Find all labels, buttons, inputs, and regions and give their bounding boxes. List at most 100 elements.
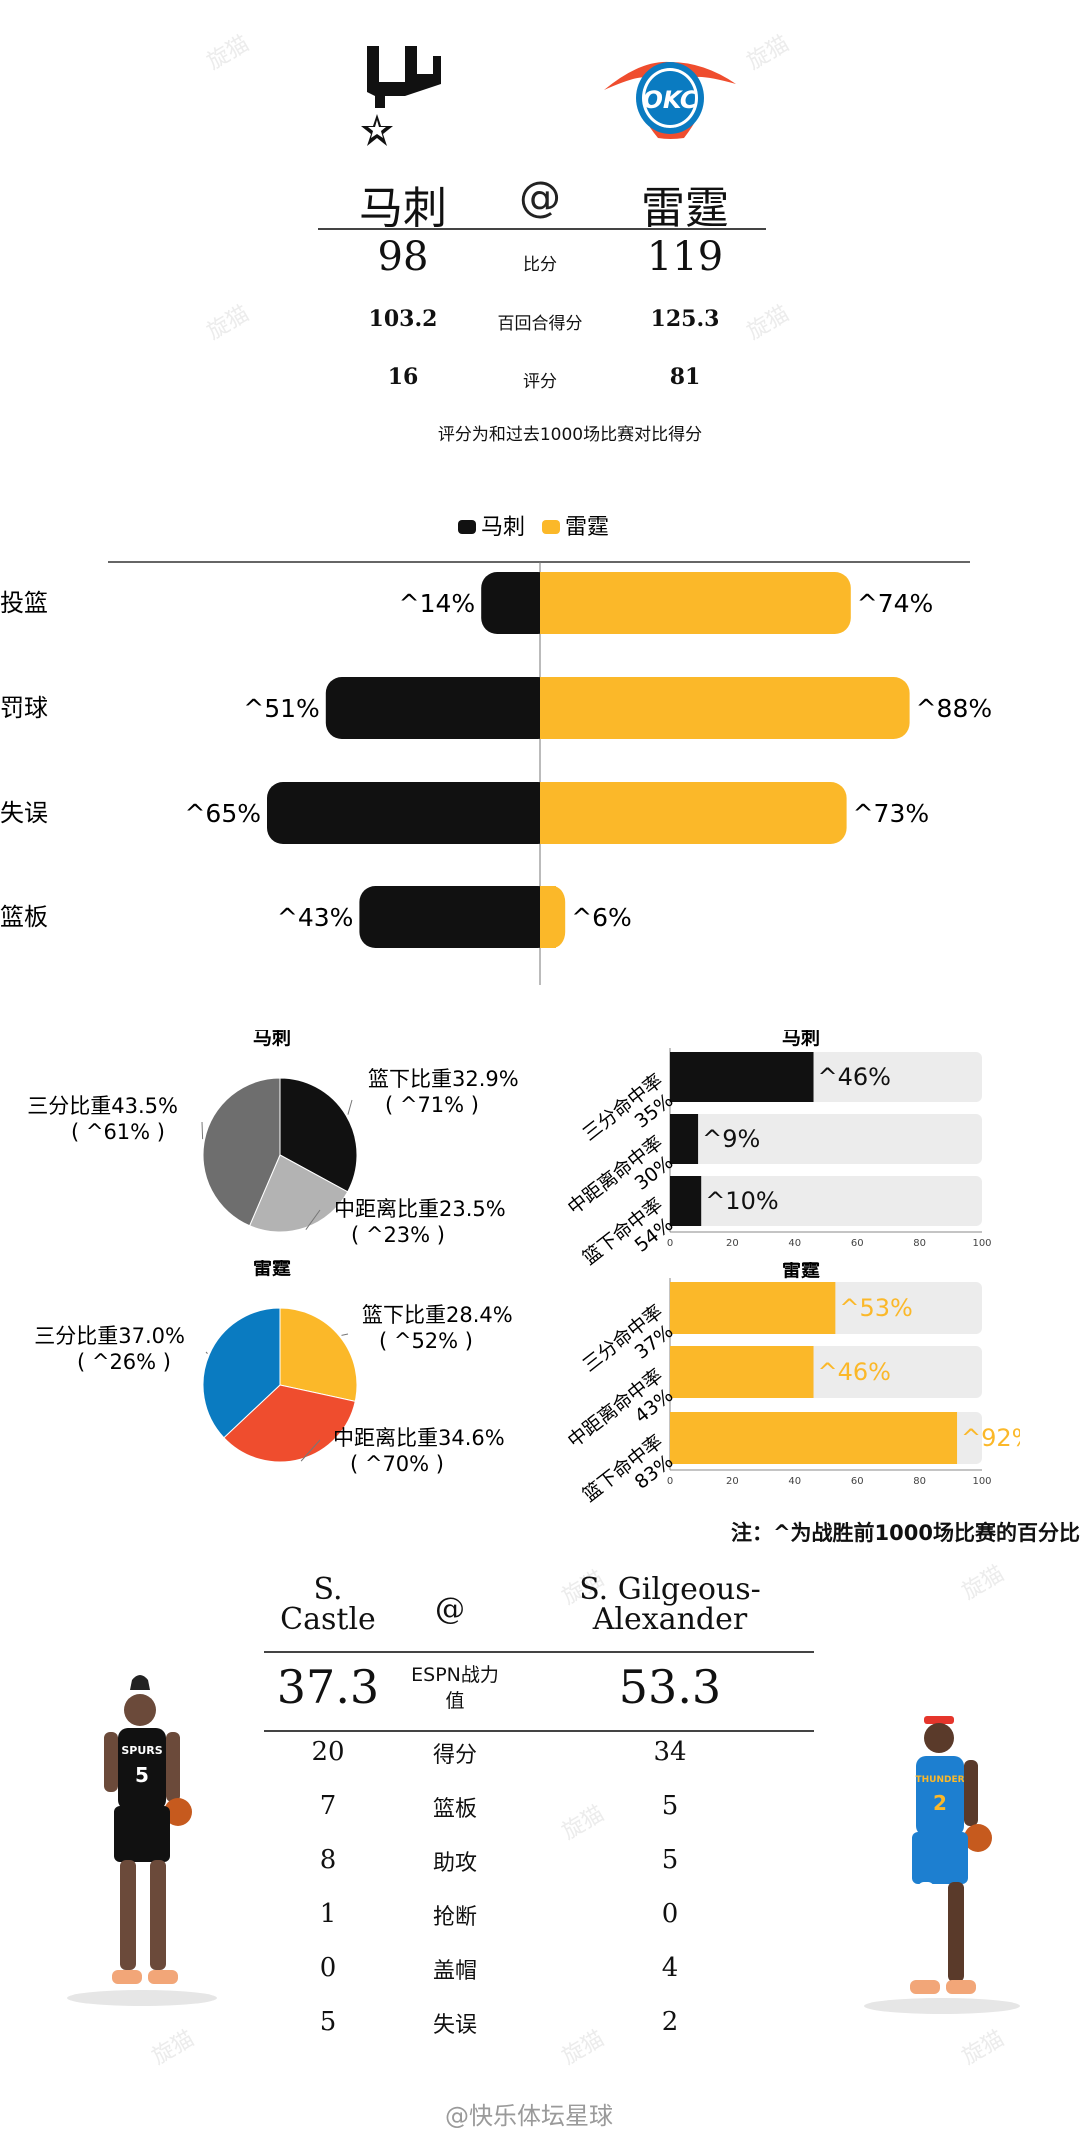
player-a-name: S. Castle (268, 1575, 388, 1635)
fg-bar-label: ^46% (818, 1063, 891, 1091)
team-b-name: 雷霆 (641, 183, 729, 234)
fg-bar-track (670, 1176, 982, 1226)
fg-bar (670, 1176, 702, 1226)
pie-slice (202, 1307, 281, 1439)
slice-sublabel: ( ^71% ) (385, 1093, 479, 1117)
fg-chart-title: 马刺 (782, 1030, 820, 1049)
player-at-symbol: @ (435, 1592, 465, 1627)
bar-thunder (540, 677, 910, 739)
legend-swatch-thunder (542, 520, 560, 534)
player-stat-a: 5 (319, 2007, 337, 2037)
pie-slice (223, 1384, 356, 1463)
player-b-power: 53.3 (618, 1660, 722, 1714)
slice-label: 三分比重43.5% (27, 1094, 178, 1118)
watermark-text: 旋猫 (202, 301, 254, 345)
bar-spurs (481, 572, 554, 634)
score-a: 98 (377, 234, 429, 280)
watermark-text: 旋猫 (957, 1561, 1009, 1605)
slice-label: 中距离比重34.6% (333, 1426, 505, 1450)
pie-slice (248, 1154, 349, 1233)
fg-x-tick: 60 (851, 1476, 864, 1487)
player-stat-label: 篮板 (432, 1797, 477, 1822)
pie-slice (202, 1077, 281, 1227)
bar-spurs (359, 886, 554, 948)
fg-x-tick: 100 (972, 1238, 991, 1249)
leader-line (347, 1099, 353, 1115)
rating-b: 81 (669, 364, 701, 390)
header-divider (318, 228, 766, 230)
value-label-thunder: ^6% (571, 903, 632, 932)
fg-x-tick: 20 (726, 1476, 739, 1487)
player-b-jersey-text: THUNDER (915, 1775, 964, 1785)
category-label: 失误 (0, 799, 48, 827)
player-b-name-line2: Alexander (592, 1602, 748, 1637)
player-a-name-line1: S. (313, 1572, 343, 1607)
fg-bar (670, 1346, 814, 1398)
fg-x-tick: 80 (913, 1238, 926, 1249)
category-label: 罚球 (0, 694, 48, 722)
thunder-fg-bar-chart: 雷霆0 20 40 60 80 100^53%三分命中率37%^46%中距离命中率43%^… (564, 1262, 1020, 1507)
player-stat-label: 助攻 (432, 1851, 477, 1876)
score-label: 比分 (523, 255, 557, 275)
legend-swatch-spurs (458, 520, 476, 534)
player-stat-label: 失误 (432, 2013, 477, 2038)
slice-label: 篮下比重32.9% (368, 1067, 519, 1091)
player-stat-b: 0 (661, 1899, 679, 1929)
pie-slice (279, 1307, 358, 1402)
player-bottom-divider (264, 1730, 814, 1732)
header-note: 评分为和过去1000场比赛对比得分 (437, 425, 703, 445)
pie-title: 马刺 (253, 1030, 291, 1049)
credit-text: @快乐体坛星球 (445, 2102, 613, 2130)
fg-x-tick: 40 (788, 1238, 801, 1249)
score-b: 119 (646, 234, 724, 280)
player-a-jersey-number: 5 (135, 1763, 149, 1787)
player-stat-b: 34 (653, 1737, 687, 1767)
fg-x-tick: 60 (851, 1238, 864, 1249)
ortg-b: 125.3 (650, 306, 720, 332)
fg-x-tick: 80 (913, 1476, 926, 1487)
bar-thunder (540, 572, 851, 634)
pie-title: 雷霆 (253, 1260, 291, 1279)
player-stat-b: 5 (661, 1791, 679, 1821)
legend-label-thunder: 雷霆 (565, 515, 609, 540)
bar-spurs (267, 782, 554, 844)
value-label-spurs: ^65% (184, 799, 261, 828)
slice-label: 三分比重37.0% (34, 1324, 185, 1348)
value-label-spurs: ^43% (277, 903, 354, 932)
player-stat-b: 5 (661, 1845, 679, 1875)
bar-thunder-join (540, 886, 556, 948)
value-label-spurs: ^14% (399, 589, 476, 618)
player-stat-a: 7 (319, 1791, 337, 1821)
leader-line (201, 1121, 204, 1140)
pie-slice (279, 1077, 358, 1193)
value-label-spurs: ^51% (243, 694, 320, 723)
bar-thunder (540, 782, 847, 844)
watermark-text: 旋猫 (742, 31, 794, 75)
watermark-text: 旋猫 (202, 31, 254, 75)
team-a-name: 马刺 (359, 183, 447, 234)
power-label: ESPN战力 值 (395, 1662, 515, 1714)
player-b-jersey-number: 2 (933, 1791, 947, 1815)
slice-sublabel: ( ^61% ) (71, 1120, 165, 1144)
slice-sublabel: ( ^23% ) (351, 1223, 445, 1247)
fg-bar (670, 1052, 814, 1102)
player-stat-a: 0 (319, 1953, 337, 1983)
value-label-thunder: ^88% (916, 694, 993, 723)
power-label-line2: 值 (445, 1690, 465, 1712)
fg-bar-label: ^46% (818, 1358, 891, 1386)
player-b-name-line1: S. Gilgeous- (579, 1572, 761, 1607)
fg-x-tick: 0 (667, 1238, 673, 1249)
slice-sublabel: ( ^26% ) (77, 1350, 171, 1374)
player-top-divider (264, 1651, 814, 1653)
category-label: 投篮 (0, 589, 48, 617)
value-label-thunder: ^74% (857, 589, 934, 618)
player-a-image: SPURS 5 (60, 1670, 220, 2010)
slice-sublabel: ( ^52% ) (379, 1329, 473, 1353)
fg-x-tick: 40 (788, 1476, 801, 1487)
player-a-jersey-text: SPURS (121, 1744, 162, 1757)
fg-bar-label: ^10% (705, 1187, 778, 1215)
header-at-symbol: @ (519, 172, 561, 221)
